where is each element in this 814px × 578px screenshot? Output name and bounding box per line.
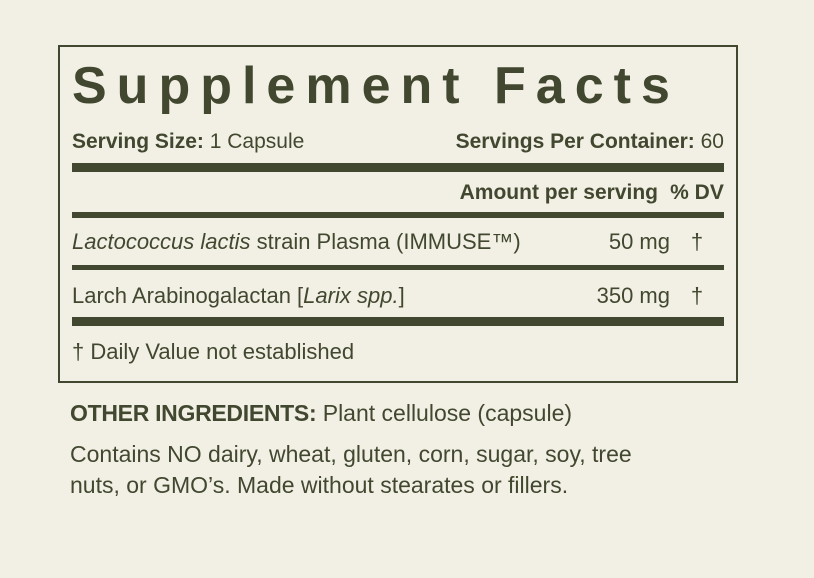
daily-value-footnote: † Daily Value not established [72,339,355,364]
other-ingredients-line: OTHER INGREDIENTS: Plant cellulose (caps… [70,399,726,427]
ingredient-name-italic: Lactococcus lactis [72,229,251,254]
other-ingredients-label: OTHER INGREDIENTS: [70,400,317,426]
ingredient-amount: 350 mg [596,283,670,308]
allergen-statement: Contains NO dairy, wheat, gluten, corn, … [70,439,726,501]
serving-info-row: Serving Size: 1 Capsule Servings Per Con… [72,131,724,153]
column-header-row: Amount per serving % DV [72,172,724,212]
ingredient-name-post: ] [398,283,405,308]
panel-title: Supplement Facts [72,57,680,115]
ingredient-dv-dagger: † [690,229,704,254]
ingredient-row-lactococcus: Lactococcus lactis strain Plasma (IMMUSE… [72,218,724,265]
ingredient-name-post: strain Plasma (IMMUSE™) [250,229,521,254]
ingredient-dv-dagger: † [690,283,704,308]
ingredient-name: Lactococcus lactis strain Plasma (IMMUSE… [72,230,609,254]
ingredient-name: Larch Arabinogalactan [Larix spp.] [72,284,597,308]
ingredient-row-larch: Larch Arabinogalactan [Larix spp.] 350 m… [72,270,724,317]
percent-dv-header: % DV [670,181,724,204]
divider-between-rows [72,265,724,270]
ingredient-name-pre: Larch Arabinogalactan [ [72,283,304,308]
divider-thick-bottom [72,317,724,326]
amount-per-serving-header: Amount per serving [459,181,658,204]
divider-thick-top [72,163,724,172]
allergen-statement-line-1: Contains NO dairy, wheat, gluten, corn, … [70,441,632,467]
serving-size: Serving Size: 1 Capsule [72,131,304,153]
supplement-facts-panel: Supplement Facts Serving Size: 1 Capsule… [58,45,738,383]
other-ingredients-value: Plant cellulose (capsule) [316,400,573,426]
divider-under-header [72,212,724,218]
allergen-statement-line-2: nuts, or GMO’s. Made without stearates o… [70,472,569,498]
servings-per-container: Servings Per Container: 60 [456,131,724,153]
serving-size-value: 1 Capsule [203,130,305,153]
ingredient-name-italic: Larix spp. [303,283,399,308]
servings-per-container-value: 60 [694,130,724,153]
label-bottom-section: OTHER INGREDIENTS: Plant cellulose (caps… [58,399,738,501]
serving-size-label: Serving Size: [72,130,204,153]
servings-per-container-label: Servings Per Container: [455,130,695,153]
ingredient-amount: 50 mg [608,229,670,254]
